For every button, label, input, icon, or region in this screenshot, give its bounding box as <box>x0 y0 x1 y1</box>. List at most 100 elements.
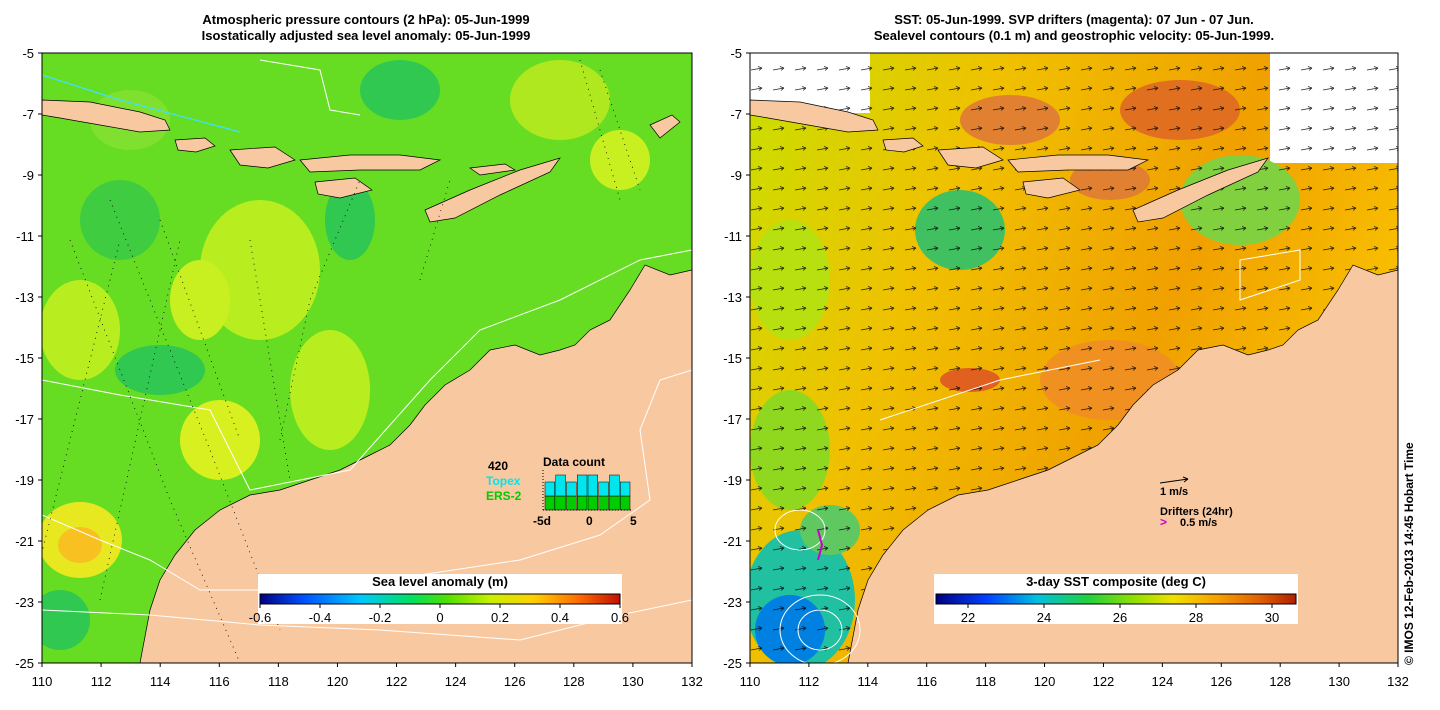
x-tick-label: 132 <box>1387 674 1409 689</box>
colorbar-tick-label: -0.2 <box>369 610 391 625</box>
x-tick-label: 128 <box>563 674 585 689</box>
x-tick-label: 114 <box>857 674 878 689</box>
x-tick-label: 130 <box>622 674 644 689</box>
colorbar-tick-label: -0.6 <box>249 610 271 625</box>
bali-lombok <box>174 137 216 153</box>
colorbar-tick-label: 0 <box>436 610 443 625</box>
inset-bar-topex <box>544 481 555 497</box>
inset-bar-ers2 <box>598 495 609 511</box>
imos-credit: © IMOS 12-Feb-2013 14:45 Hobart Time <box>1402 442 1416 665</box>
x-tick-label: 126 <box>1210 674 1232 689</box>
y-tick-label: -5 <box>22 46 34 61</box>
x-tick-label: 110 <box>740 674 761 689</box>
inset-bar-topex <box>609 474 620 497</box>
inset-bar-topex <box>620 481 631 497</box>
data-count-inset: 420 Data count Topex ERS-2 -5d 0 5 <box>486 455 637 528</box>
colorbar-tick-label: 28 <box>1189 610 1203 625</box>
x-tick-label: 118 <box>975 674 996 689</box>
left-land <box>42 99 692 663</box>
flores-island <box>299 154 442 173</box>
sla-colorbar-ticks: -0.6 -0.4 -0.2 0 0.2 0.4 0.6 <box>249 604 629 625</box>
drifter-arrow-icon: > <box>1160 515 1167 529</box>
sla-colorbar-gradient <box>259 593 621 605</box>
inset-series1-label: Topex <box>486 474 521 488</box>
right-y-axis-ticks: -5 -7 -9 -11 -13 -15 -17 -19 -21 -23 -25 <box>723 46 750 671</box>
tanimbar-island <box>649 114 681 139</box>
x-tick-label: 118 <box>268 674 289 689</box>
left-title-line1: Atmospheric pressure contours (2 hPa): 0… <box>202 12 530 27</box>
inset-bar-ers2 <box>577 495 588 511</box>
sst-colorbar-ticks: 22 24 26 28 30 <box>961 604 1279 625</box>
x-tick-label: 112 <box>91 674 112 689</box>
inset-xtick-1: 0 <box>586 514 593 528</box>
velocity-scale-label: 1 m/s <box>1160 486 1188 498</box>
velocity-arrowhead-icon <box>1182 476 1189 483</box>
inset-bar-ers2 <box>587 495 598 511</box>
bali-lombok-r <box>882 137 924 153</box>
inset-bar-ers2 <box>555 495 566 511</box>
sumba-island <box>314 177 373 199</box>
x-tick-label: 126 <box>504 674 526 689</box>
y-tick-label: -23 <box>723 595 742 610</box>
timor-island-r <box>1132 157 1269 223</box>
y-tick-label: -21 <box>723 534 742 549</box>
colorbar-tick-label: 0.2 <box>491 610 509 625</box>
sst-colorbar: 3-day SST composite (deg C) 22 24 26 28 30 <box>934 574 1298 625</box>
colorbar-tick-label: 30 <box>1265 610 1279 625</box>
right-map-title: SST: 05-Jun-1999. SVP drifters (magenta)… <box>748 12 1400 44</box>
java-island-r <box>750 99 879 133</box>
x-tick-label: 116 <box>209 674 230 689</box>
right-title-line1: SST: 05-Jun-1999. SVP drifters (magenta)… <box>894 12 1254 27</box>
inset-count-label: 420 <box>488 459 508 473</box>
sla-colorbar: Sea level anomaly (m) -0.6 -0.4 -0.2 0 0.2 0.… <box>249 574 629 625</box>
right-x-axis-ticks: 110 112 114 116 118 120 122 124 126 128 130 132 <box>740 663 1409 689</box>
inset-bar-ers2 <box>609 495 620 511</box>
inset-title: Data count <box>543 455 605 469</box>
left-map-title: Atmospheric pressure contours (2 hPa): 0… <box>40 12 692 44</box>
colorbar-tick-label: 0.6 <box>611 610 629 625</box>
inset-bar-ers2 <box>566 495 577 511</box>
colorbar-tick-label: 22 <box>961 610 975 625</box>
y-tick-label: -7 <box>730 107 742 122</box>
sealevel-contours <box>774 249 1301 663</box>
x-tick-label: 124 <box>445 674 467 689</box>
y-tick-label: -25 <box>15 656 34 671</box>
y-tick-label: -9 <box>730 168 742 183</box>
y-tick-label: -19 <box>15 473 34 488</box>
y-tick-label: -13 <box>723 290 742 305</box>
inset-bar-ers2 <box>620 495 631 511</box>
sla-colorbar-label: Sea level anomaly (m) <box>372 574 508 589</box>
x-tick-label: 122 <box>386 674 408 689</box>
drifter-track <box>817 529 824 561</box>
x-tick-label: 110 <box>32 674 53 689</box>
right-map <box>749 52 1399 664</box>
y-tick-label: -5 <box>730 46 742 61</box>
inset-series2-label: ERS-2 <box>486 489 522 503</box>
x-tick-label: 128 <box>1269 674 1291 689</box>
y-tick-label: -17 <box>15 412 34 427</box>
x-tick-label: 122 <box>1093 674 1115 689</box>
velocity-arrow-icon <box>1159 478 1189 484</box>
x-tick-label: 114 <box>150 674 171 689</box>
colorbar-tick-label: 24 <box>1037 610 1051 625</box>
x-tick-label: 116 <box>916 674 937 689</box>
australia-mainland-r <box>847 264 1398 663</box>
x-tick-label: 130 <box>1328 674 1350 689</box>
x-tick-label: 120 <box>1034 674 1056 689</box>
x-tick-label: 124 <box>1152 674 1174 689</box>
y-tick-label: -17 <box>723 412 742 427</box>
sumbawa-island <box>229 146 296 169</box>
sumba-island-r <box>1022 177 1081 199</box>
drifter-speed-label: 0.5 m/s <box>1180 517 1217 529</box>
left-title-line2: Isostatically adjusted sea level anomaly… <box>201 28 531 43</box>
y-tick-label: -13 <box>15 290 34 305</box>
left-x-axis-ticks: 110 112 114 116 118 120 122 124 126 128 130 132 <box>32 663 703 689</box>
australia-mainland <box>139 264 692 663</box>
y-tick-label: -9 <box>22 168 34 183</box>
colorbar-tick-label: 0.4 <box>551 610 569 625</box>
java-island <box>42 99 171 133</box>
inset-bar-topex <box>587 474 598 497</box>
y-tick-label: -23 <box>15 595 34 610</box>
sumbawa-island-r <box>937 146 1004 169</box>
